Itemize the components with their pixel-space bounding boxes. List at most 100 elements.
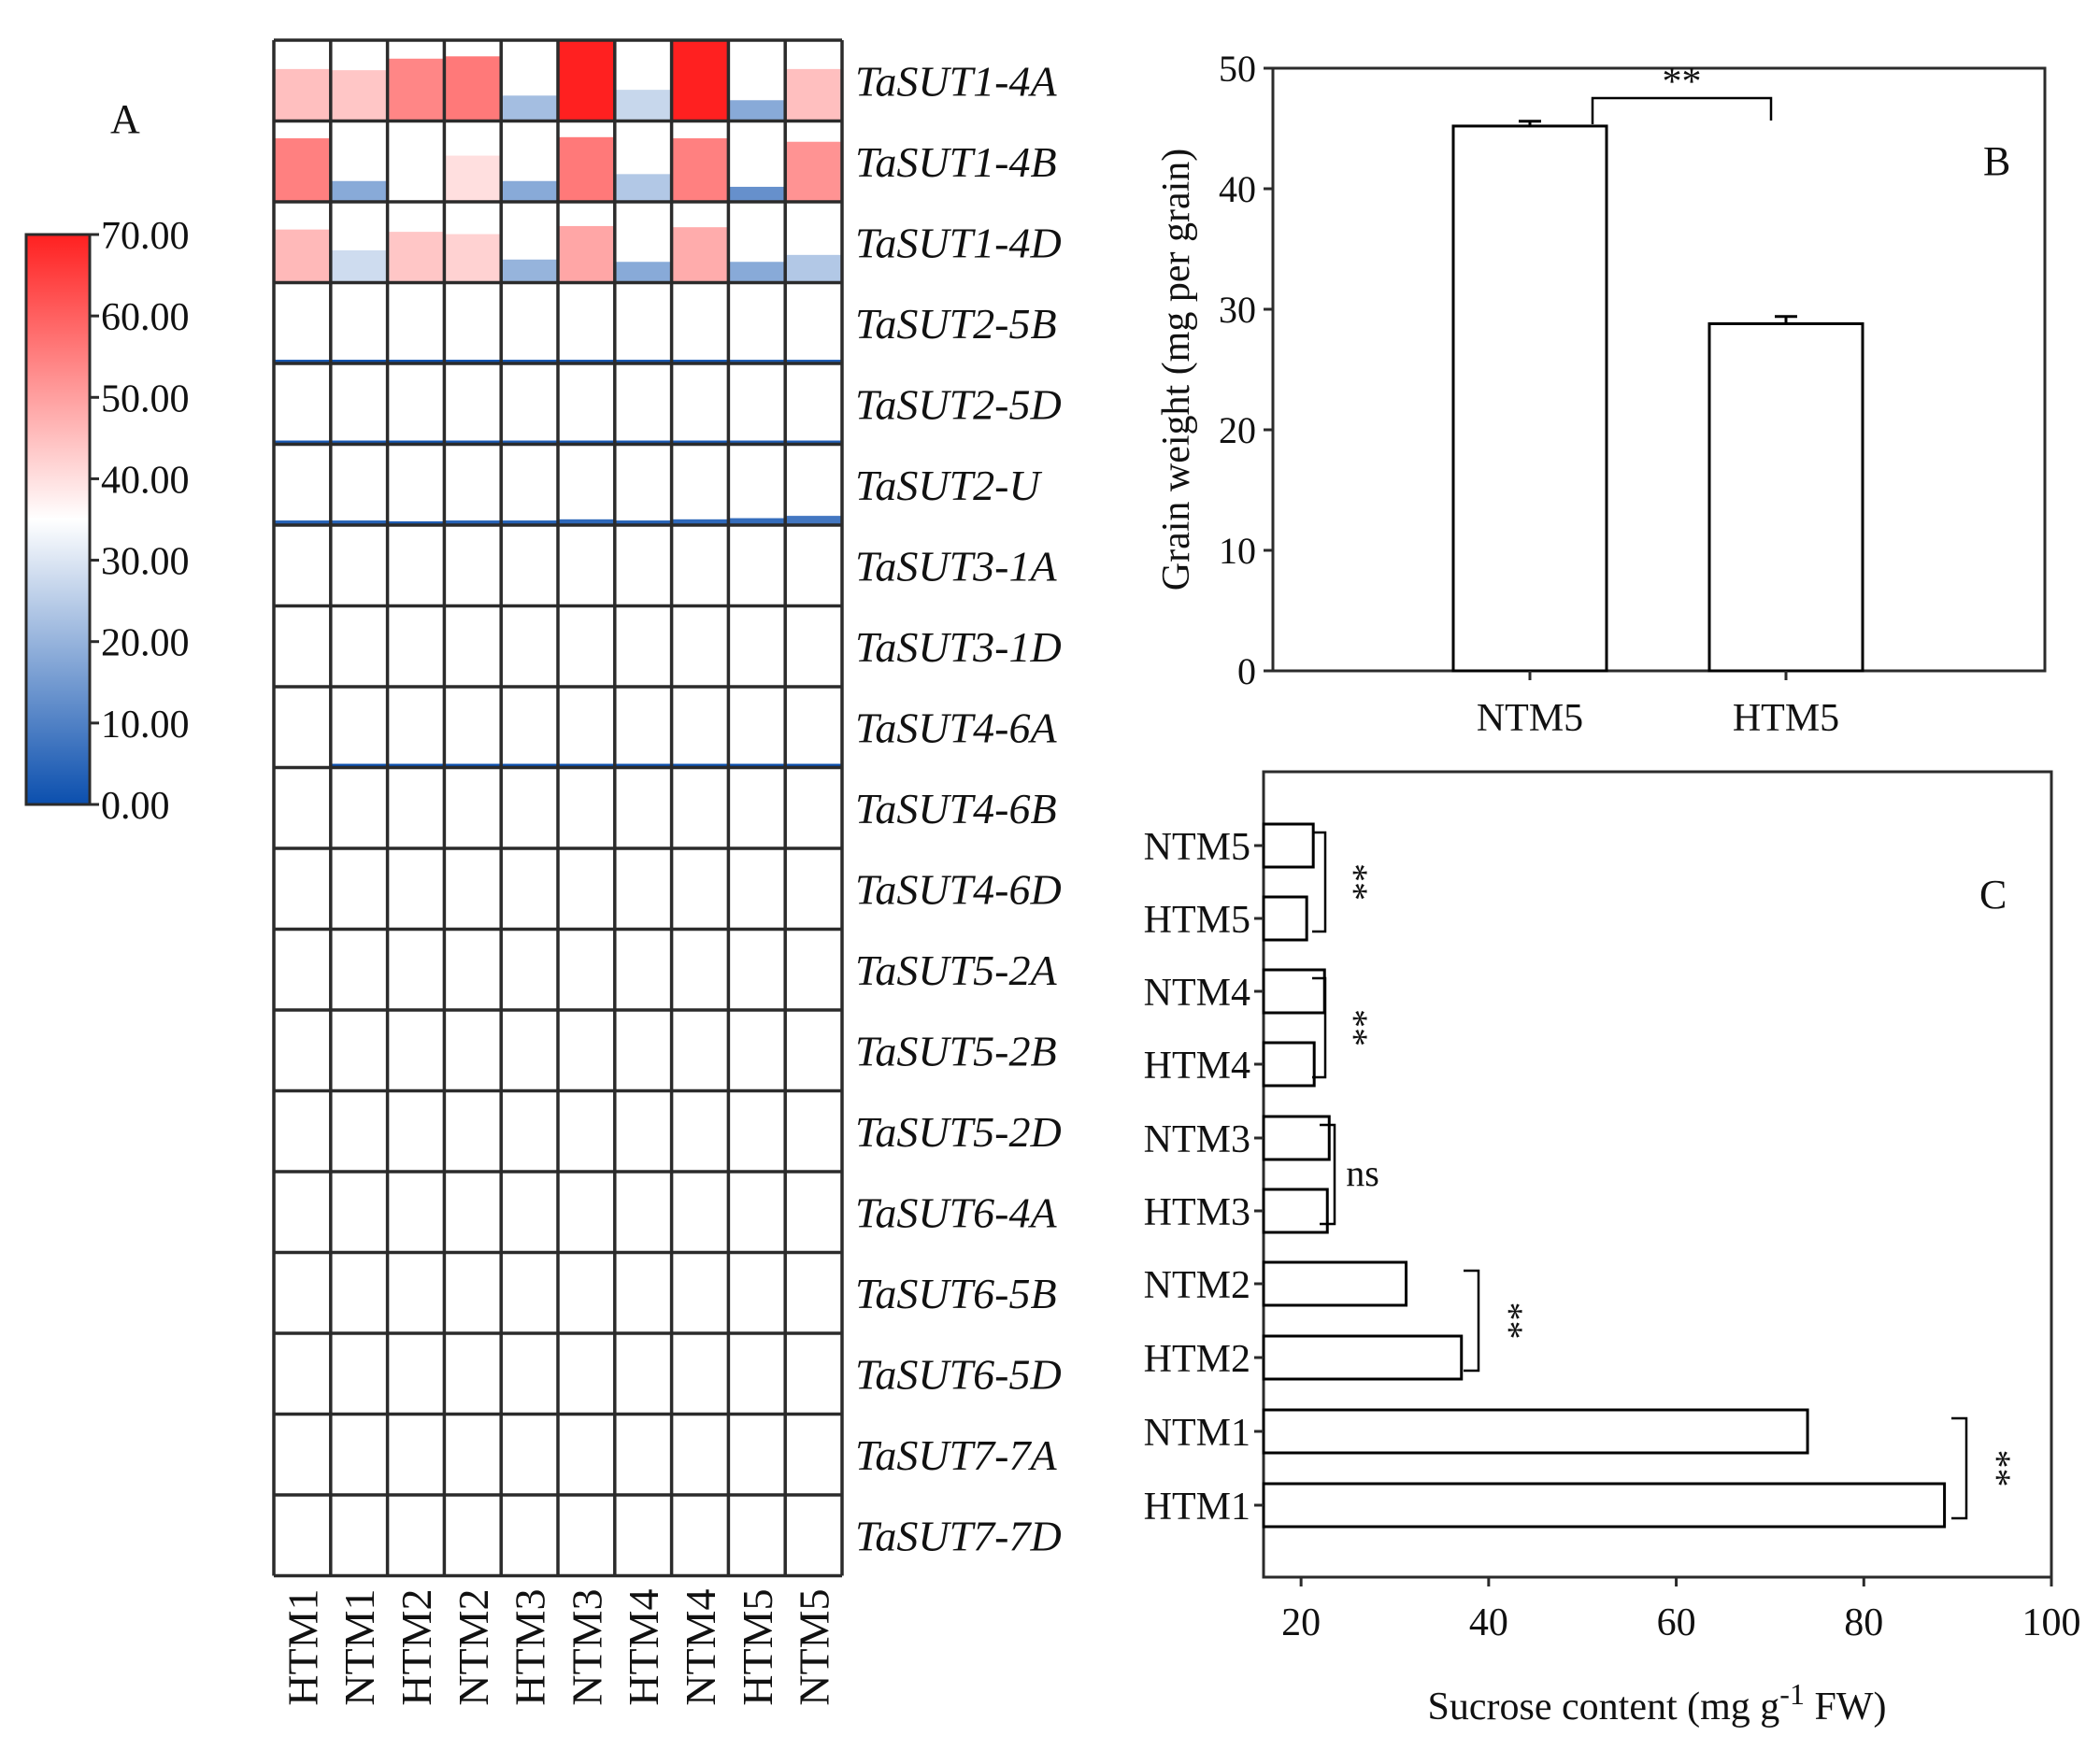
heatmap-cell-bg: [614, 1252, 672, 1333]
heatmap-cell-value: [728, 262, 786, 283]
gene-label: TaSUT5-2A: [855, 946, 1057, 994]
heatmap-cell-bg: [728, 1172, 786, 1253]
x-tick-label: 100: [2022, 1601, 2081, 1644]
heatmap-cell-bg: [728, 1010, 786, 1091]
heatmap-cell-bg: [785, 767, 842, 848]
heatmap-cell-value: [501, 763, 558, 768]
bar-htm2: [1262, 1334, 1464, 1381]
heatmap-cell-value: [671, 519, 729, 525]
y-tick-label: 50: [1219, 48, 1256, 90]
heatmap-cell-bg: [614, 767, 672, 848]
heatmap-cell-bg: [444, 444, 502, 525]
y-tick-label: 10: [1219, 530, 1256, 572]
heatmap-cell-value: [387, 763, 445, 768]
heatmap-cell-value: [444, 56, 502, 121]
heatmap-cell-bg: [387, 525, 445, 606]
heatmap-cell-bg: [274, 1090, 331, 1172]
x-tick-label: NTM5: [1477, 697, 1583, 740]
y-tick-label: 20: [1219, 409, 1256, 451]
heatmap-cell-bg: [274, 605, 331, 687]
heatmap-cell-bg: [728, 1495, 786, 1576]
heatmap-cell-bg: [274, 1010, 331, 1091]
heatmap-cell-bg: [728, 444, 786, 525]
heatmap-cell-bg: [614, 1333, 672, 1415]
heatmap-cell-bg: [387, 687, 445, 768]
significance-bracket: [1951, 1416, 1968, 1520]
heatmap-cell-bg: [444, 1414, 502, 1495]
heatmap-cell-bg: [785, 363, 842, 445]
heatmap-cell-value: [614, 174, 672, 202]
heatmap-cell-bg: [558, 1333, 615, 1415]
heatmap-cell-bg: [728, 1252, 786, 1333]
heatmap-cell-bg: [501, 848, 558, 930]
heatmap-cell-bg: [501, 1414, 558, 1495]
heatmap-cell-bg: [785, 1495, 842, 1576]
heatmap-cell-bg: [785, 605, 842, 687]
significance-bracket: [1320, 1123, 1336, 1226]
heatmap-cell-value: [444, 360, 502, 363]
heatmap-cell-bg: [728, 363, 786, 445]
heatmap-cell-bg: [558, 929, 615, 1010]
gene-label: TaSUT1-4D: [855, 219, 1062, 266]
significance-bracket: [1312, 976, 1327, 1079]
heatmap-cell-value: [785, 68, 842, 121]
heatmap-cell-bg: [501, 767, 558, 848]
heatmap-cell-bg: [671, 1010, 729, 1091]
heatmap-cell-bg: [501, 1172, 558, 1253]
colorbar-tick-label: 50.00: [101, 377, 190, 420]
gene-label: TaSUT5-2B: [855, 1027, 1057, 1074]
heatmap-cell-bg: [501, 363, 558, 445]
bar-htm5: [1262, 895, 1308, 942]
heatmap-cell-value: [614, 520, 672, 525]
heatmap-cell-bg: [614, 605, 672, 687]
heatmap-cell-bg: [614, 1172, 672, 1253]
heatmap-cell-bg: [444, 363, 502, 445]
heatmap-cell-bg: [274, 1333, 331, 1415]
bar-htm1: [1262, 1482, 1947, 1529]
heatmap-cell-value: [330, 360, 388, 363]
significance-bracket: [1464, 1269, 1480, 1373]
heatmap-cell-bg: [671, 1090, 729, 1172]
sample-label: HTM3: [507, 1589, 554, 1706]
y-tick-label: NTM5: [1144, 826, 1250, 869]
heatmap-cell-value: [614, 440, 672, 445]
y-tick-label: HTM3: [1144, 1191, 1250, 1234]
heatmap-cell-bg: [614, 1010, 672, 1091]
heatmap-cell-bg: [558, 1010, 615, 1091]
heatmap-cell-bg: [728, 525, 786, 606]
heatmap-cell-bg: [444, 282, 502, 363]
heatmap-cell-bg: [558, 1414, 615, 1495]
heatmap-cell-bg: [671, 605, 729, 687]
heatmap-cell-bg: [330, 1333, 388, 1415]
sample-label: NTM3: [563, 1589, 610, 1706]
heatmap-cell-value: [558, 136, 615, 202]
gene-label: TaSUT3-1D: [855, 623, 1062, 671]
heatmap-cell-value: [728, 763, 786, 768]
heatmap-cell-bg: [671, 363, 729, 445]
heatmap-cell-bg: [785, 1252, 842, 1333]
heatmap-cell-bg: [785, 848, 842, 930]
sample-label: NTM2: [450, 1589, 497, 1706]
heatmap-cell-bg: [387, 1090, 445, 1172]
heatmap-cell-bg: [501, 282, 558, 363]
heatmap-cell-value: [501, 360, 558, 363]
colorbar-tick-label: 20.00: [101, 622, 190, 665]
heatmap-cell-bg: [558, 363, 615, 445]
sample-label: HTM5: [734, 1589, 781, 1706]
heatmap-cell-bg: [728, 605, 786, 687]
heatmap-cell-value: [330, 70, 388, 121]
heatmap-cell-value: [614, 360, 672, 363]
heatmap-cell-bg: [444, 1172, 502, 1253]
colorbar: [24, 233, 92, 806]
heatmap-cell-bg: [558, 687, 615, 768]
heatmap-cell-bg: [671, 282, 729, 363]
heatmap-cell-value: [330, 180, 388, 202]
y-tick-label: NTM1: [1144, 1412, 1250, 1455]
colorbar-tick-label: 40.00: [101, 459, 190, 502]
sample-label: HTM4: [620, 1589, 667, 1706]
bar-htm3: [1262, 1188, 1329, 1234]
heatmap-cell-value: [671, 138, 729, 202]
bar-ntm1: [1262, 1408, 1809, 1455]
heatmap-cell-bg: [501, 1333, 558, 1415]
heatmap-cell-bg: [728, 687, 786, 768]
